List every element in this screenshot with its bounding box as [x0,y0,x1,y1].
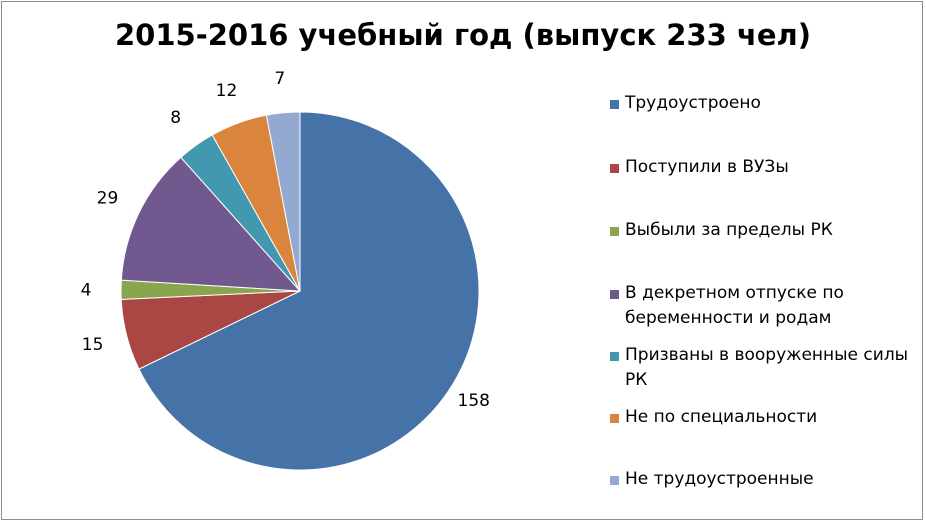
legend-swatch-5 [610,352,619,361]
legend-label-4: В декретном отпуске по беременности и ро… [625,283,844,328]
data-label-5: 8 [170,108,181,128]
pie-slice-7 [265,111,301,292]
legend-swatch-7 [610,476,619,485]
legend-swatch-1 [610,100,619,109]
legend-label-1: Трудоустроено [625,93,761,113]
legend-label-5: Призваны в вооруженные силы РК [625,345,909,390]
data-label-3: 4 [81,281,92,301]
legend-item-7: Не трудоустроенные [610,467,920,492]
data-label-4: 29 [97,189,119,209]
data-label-1: 158 [458,391,490,411]
data-label-2: 15 [82,335,104,355]
legend-label-3: Выбыли за пределы РК [625,220,833,240]
legend-item-3: Выбыли за пределы РК [610,218,920,243]
legend-item-4: В декретном отпуске по беременности и ро… [610,281,920,331]
legend-item-1: Трудоустроено [610,91,920,116]
legend-label-7: Не трудоустроенные [625,469,814,489]
legend-item-2: Поступили в ВУЗы [610,155,920,180]
data-label-6: 12 [216,81,238,101]
pie-slice-1 [138,111,480,471]
legend-label-6: Не по специальности [625,407,818,427]
legend-swatch-2 [610,164,619,173]
legend-item-5: Призваны в вооруженные силы РК [610,343,920,393]
data-label-7: 7 [274,69,285,89]
legend-swatch-4 [610,290,619,299]
pie-slice-4 [120,156,302,292]
legend-swatch-6 [610,414,619,423]
chart-title: 2015-2016 учебный год (выпуск 233 чел) [115,18,811,52]
legend-swatch-3 [610,227,619,236]
legend-label-2: Поступили в ВУЗы [625,157,789,177]
legend-item-6: Не по специальности [610,405,920,430]
